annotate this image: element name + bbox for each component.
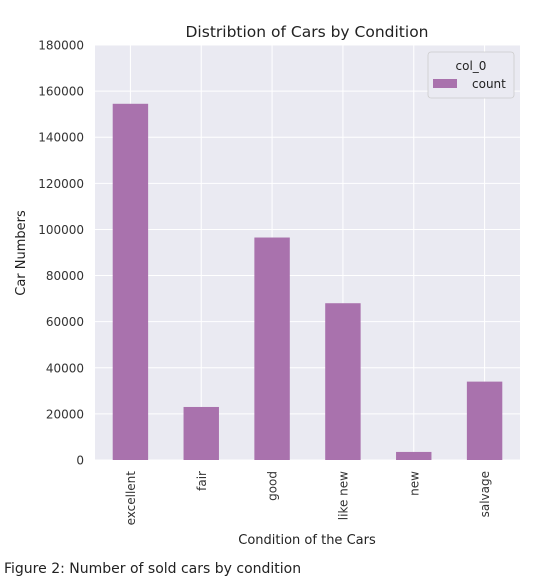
- legend: col_0 count: [427, 51, 515, 99]
- y-axis-label: Car Numbers: [14, 210, 29, 296]
- chart-title: Distribtion of Cars by Condition: [186, 23, 429, 41]
- bar-good: [254, 237, 290, 460]
- y-tick-label: 140000: [38, 131, 84, 145]
- legend-label: count: [472, 77, 506, 91]
- bar-salvage: [466, 381, 503, 460]
- x-axis-label: Condition of the Cars: [238, 533, 376, 548]
- y-axis-ticks: 0 20000 40000 60000 80000 100000 120000 140000 1…: [38, 39, 84, 468]
- y-tick-label: 100000: [38, 223, 84, 237]
- y-tick-label: 40000: [46, 361, 84, 375]
- x-tick-label: salvage: [478, 471, 492, 517]
- y-tick-label: 20000: [46, 407, 84, 421]
- y-tick-label: 180000: [38, 39, 84, 53]
- y-tick-label: 0: [76, 454, 84, 468]
- bar-new: [396, 451, 432, 460]
- x-tick-label: excellent: [124, 471, 138, 526]
- bar-like-new: [325, 303, 361, 460]
- y-tick-label: 120000: [38, 177, 84, 191]
- plot-area: [95, 45, 520, 460]
- x-tick-label: good: [266, 471, 280, 501]
- x-tick-label: like new: [336, 471, 350, 520]
- y-tick-label: 80000: [46, 269, 84, 283]
- legend-swatch: [433, 79, 457, 88]
- bar-fair: [183, 406, 219, 460]
- x-tick-label: new: [407, 471, 421, 496]
- figure-caption: Figure 2: Number of sold cars by conditi…: [4, 561, 302, 577]
- x-axis-ticks: excellent fair good like new new salvage: [124, 471, 492, 526]
- bars: [112, 103, 503, 461]
- x-tick-label: fair: [195, 471, 209, 491]
- legend-title: col_0: [456, 59, 487, 73]
- bar-excellent: [112, 103, 149, 461]
- y-tick-label: 160000: [38, 85, 84, 99]
- y-tick-label: 60000: [46, 315, 84, 329]
